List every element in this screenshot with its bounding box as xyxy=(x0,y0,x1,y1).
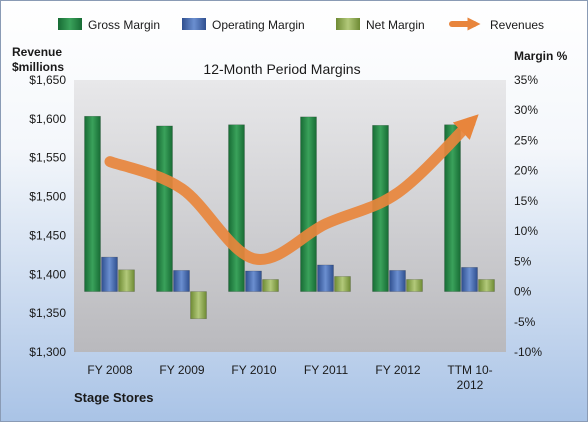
left-axis-tick-label: $1,450 xyxy=(29,228,66,242)
right-axis-tick-label: 25% xyxy=(514,133,538,147)
category-label: FY 2012 xyxy=(375,363,420,377)
gross-margin-bar xyxy=(301,117,317,292)
left-axis-tick-label: $1,650 xyxy=(29,73,66,87)
right-axis-tick-label: 5% xyxy=(514,254,532,268)
right-axis-tick-label: 20% xyxy=(514,164,538,178)
left-axis-tick-label: $1,500 xyxy=(29,190,66,204)
legend-item-net-margin: Net Margin xyxy=(336,18,425,32)
chart-title: 12-Month Period Margins xyxy=(203,61,360,77)
category-label: FY 2011 xyxy=(304,363,349,377)
legend-item-gross-margin: Gross Margin xyxy=(58,18,160,32)
right-axis-tick-label: 0% xyxy=(514,285,532,299)
legend-item-operating-margin: Operating Margin xyxy=(182,18,305,32)
legend-label-gross-margin: Gross Margin xyxy=(88,18,160,32)
category-label: FY 2009 xyxy=(159,363,204,377)
category-label: FY 2008 xyxy=(87,363,132,377)
left-axis-tick-label: $1,400 xyxy=(29,267,66,281)
operating-margin-bar xyxy=(462,267,478,291)
right-axis-label: Margin % xyxy=(514,49,568,63)
company-label: Stage Stores xyxy=(74,390,153,405)
right-axis-tick-label: 35% xyxy=(514,73,538,87)
legend-label-operating-margin: Operating Margin xyxy=(212,18,305,32)
operating-margin-bar xyxy=(246,271,262,292)
legend-swatch-gross-margin xyxy=(58,18,82,30)
legend-label-net-margin: Net Margin xyxy=(366,18,425,32)
left-axis-label-line2: $millions xyxy=(12,60,64,74)
left-axis-tick-label: $1,350 xyxy=(29,306,66,320)
left-axis-label-line1: Revenue xyxy=(12,45,62,59)
net-margin-bar xyxy=(407,279,423,291)
operating-margin-bar xyxy=(318,265,334,292)
legend-label-revenues: Revenues xyxy=(490,18,544,32)
right-axis-tick-label: -5% xyxy=(514,315,536,329)
operating-margin-bar xyxy=(174,270,190,291)
right-axis-tick-label: 30% xyxy=(514,103,538,117)
net-margin-bar xyxy=(335,276,351,291)
net-margin-bar xyxy=(263,279,279,291)
gross-margin-bar xyxy=(157,126,173,292)
gross-margin-bar xyxy=(85,116,101,291)
net-margin-bar xyxy=(479,279,495,291)
left-axis-tick-label: $1,600 xyxy=(29,112,66,126)
left-axis-tick-label: $1,550 xyxy=(29,151,66,165)
operating-margin-bar xyxy=(390,270,406,291)
right-axis-tick-label: -10% xyxy=(514,345,542,359)
gross-margin-bar xyxy=(229,125,245,292)
category-label: FY 2010 xyxy=(231,363,276,377)
right-axis-tick-label: 15% xyxy=(514,194,538,208)
legend-swatch-net-margin xyxy=(336,18,360,30)
net-margin-bar xyxy=(119,270,135,292)
net-margin-bar xyxy=(191,292,207,319)
right-axis-tick-label: 10% xyxy=(514,224,538,238)
legend-swatch-operating-margin xyxy=(182,18,206,30)
left-axis-tick-label: $1,300 xyxy=(29,345,66,359)
plot-area xyxy=(74,80,506,352)
operating-margin-bar xyxy=(102,257,118,291)
